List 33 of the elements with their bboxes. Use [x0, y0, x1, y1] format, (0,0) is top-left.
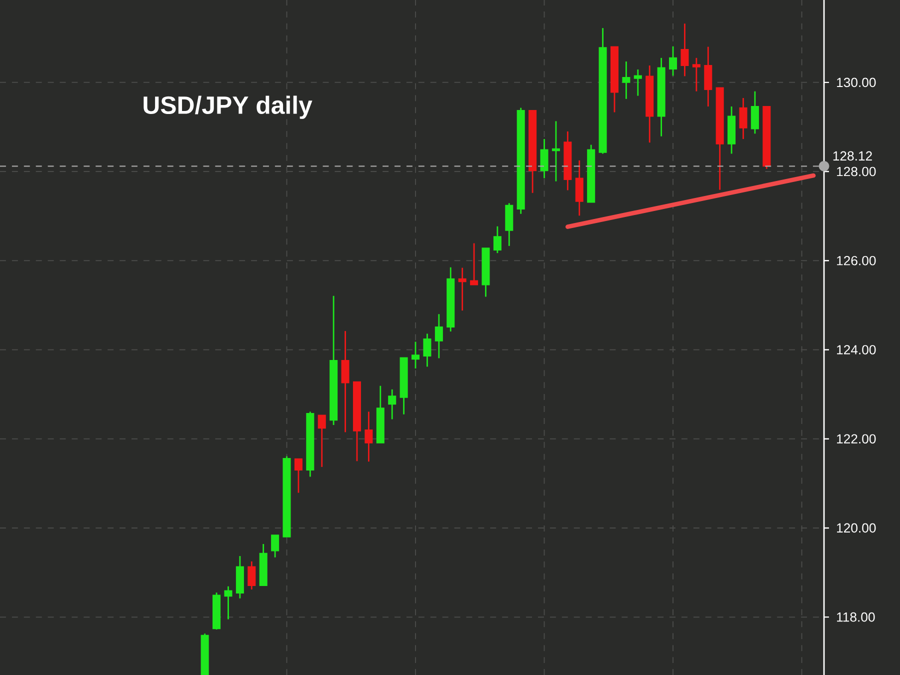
ref-line-label: 128.12	[833, 151, 872, 161]
candlestick	[622, 60, 630, 100]
candlestick	[680, 22, 689, 77]
candlestick	[224, 586, 232, 620]
candlestick	[692, 57, 700, 92]
candlestick	[669, 46, 678, 76]
y-tick-label: 118.00	[837, 612, 875, 622]
candlestick	[388, 388, 396, 420]
candlestick	[552, 120, 560, 182]
candlestick	[575, 160, 584, 216]
candlestick	[248, 560, 256, 590]
candlestick	[470, 242, 478, 286]
candlestick	[493, 226, 502, 254]
y-tick-label: 130.00	[837, 78, 876, 88]
y-tick-label: 128.00	[837, 166, 876, 176]
candlestick	[341, 330, 350, 433]
y-tick-label: 122.00	[837, 434, 876, 444]
candlestick	[412, 341, 420, 370]
candlestick	[434, 313, 443, 359]
y-tick-label: 124.00	[837, 345, 876, 354]
candlestick	[364, 410, 373, 462]
candlestick	[318, 414, 326, 468]
candlestick	[739, 97, 748, 140]
y-tick-label: 126.00	[837, 256, 876, 266]
candlestick	[634, 68, 642, 96]
candlestick	[294, 458, 302, 494]
candlestick	[458, 267, 466, 312]
candlestick	[540, 138, 548, 179]
y-tick-label: 120.00	[837, 523, 876, 533]
text: USD/JPY daily	[144, 96, 312, 119]
candlestick	[750, 90, 759, 134]
candlestick	[271, 534, 280, 558]
candlestick	[423, 333, 432, 368]
